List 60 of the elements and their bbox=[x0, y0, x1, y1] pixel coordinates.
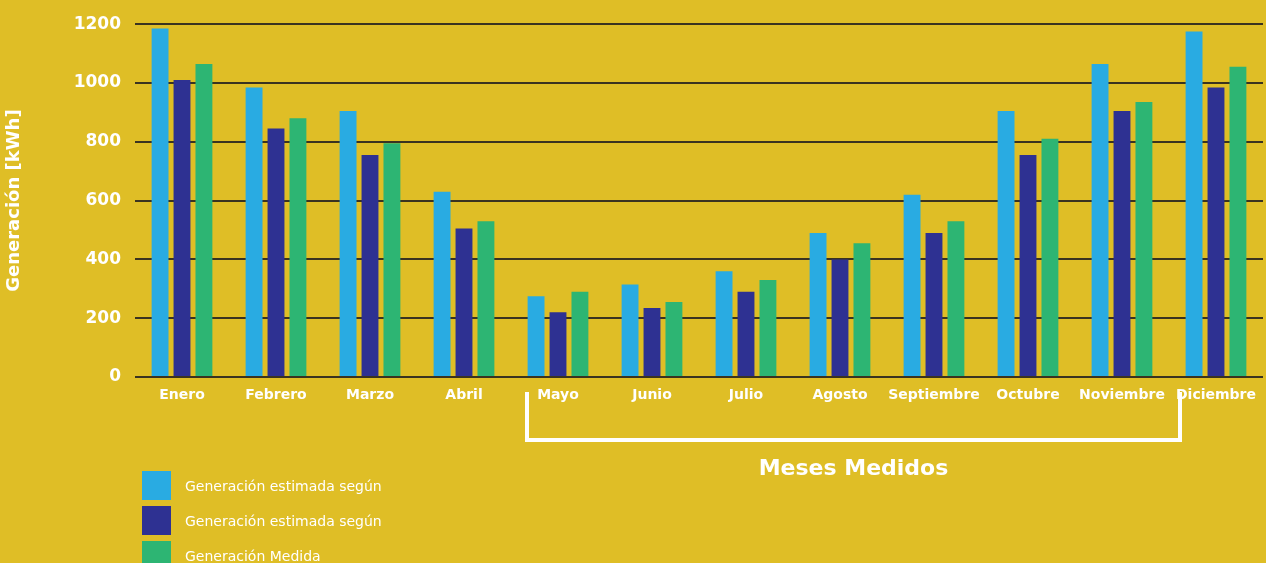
bar bbox=[455, 228, 473, 376]
x-tick-label: Agosto bbox=[812, 386, 868, 403]
bar bbox=[571, 291, 589, 376]
x-tick-label: Mayo bbox=[537, 386, 580, 403]
x-tick-label: Diciembre bbox=[1175, 386, 1256, 403]
y-tick-label: 400 bbox=[85, 247, 122, 268]
bar bbox=[549, 312, 567, 376]
x-tick-label: Julio bbox=[727, 386, 764, 403]
y-tick-label: 800 bbox=[85, 130, 122, 151]
y-tick-label: 0 bbox=[109, 365, 122, 386]
bar bbox=[1113, 110, 1131, 376]
x-tick-label: Febrero bbox=[245, 386, 308, 403]
y-axis-title: Generación [kWh] bbox=[2, 109, 24, 292]
bar bbox=[997, 110, 1015, 376]
x-tick-label: Enero bbox=[159, 386, 206, 403]
x-tick-label: Marzo bbox=[345, 386, 395, 403]
y-tick-label: 600 bbox=[85, 189, 122, 210]
bar bbox=[289, 118, 307, 376]
bar bbox=[759, 279, 777, 376]
legend-label: Generación Medida bbox=[185, 547, 321, 563]
bar bbox=[1041, 138, 1059, 376]
x-tick-label: Octubre bbox=[996, 386, 1060, 403]
bar bbox=[621, 284, 639, 376]
y-tick-label: 1000 bbox=[73, 71, 122, 92]
bar bbox=[925, 232, 943, 376]
text: Meses Medidos bbox=[757, 455, 950, 480]
bar bbox=[361, 155, 379, 376]
bar bbox=[643, 307, 661, 376]
bar bbox=[267, 128, 285, 376]
bar bbox=[1019, 155, 1037, 376]
bar bbox=[1229, 66, 1247, 376]
x-tick-label: Junio bbox=[631, 386, 673, 403]
x-tick-label: Noviembre bbox=[1079, 386, 1165, 403]
bar bbox=[1091, 63, 1109, 376]
bar bbox=[195, 63, 213, 376]
bar bbox=[1135, 102, 1153, 376]
bar bbox=[737, 291, 755, 376]
bar bbox=[1207, 87, 1225, 376]
bar bbox=[947, 221, 965, 376]
bar bbox=[715, 271, 733, 376]
x-tick-label: Abril bbox=[445, 386, 483, 403]
bar bbox=[809, 232, 827, 376]
bar bbox=[173, 80, 191, 376]
y-tick-label: 200 bbox=[85, 306, 122, 327]
bar bbox=[151, 28, 169, 376]
bar bbox=[831, 259, 849, 376]
legend-label: Generación estimada según bbox=[185, 512, 382, 529]
bar bbox=[339, 110, 357, 376]
bar bbox=[853, 243, 871, 376]
bar bbox=[527, 296, 545, 376]
bar bbox=[433, 191, 451, 376]
bar bbox=[1185, 31, 1203, 376]
legend-label: Generación estimada según bbox=[185, 477, 382, 494]
y-tick-label: 1200 bbox=[73, 12, 122, 33]
bar bbox=[665, 302, 683, 376]
bar bbox=[383, 143, 401, 376]
bar bbox=[477, 221, 495, 376]
bar bbox=[903, 194, 921, 376]
x-tick-label: Septiembre bbox=[888, 386, 980, 403]
bar bbox=[245, 87, 263, 376]
